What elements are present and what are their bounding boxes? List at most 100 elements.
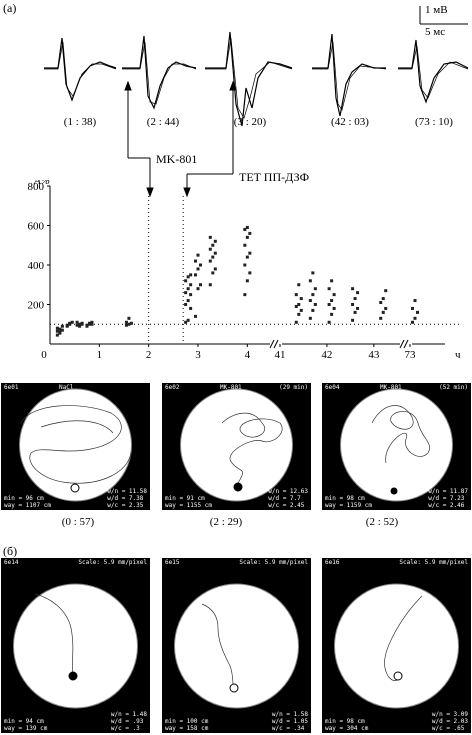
data-point [55, 326, 59, 330]
data-point [213, 239, 217, 243]
arena-circle [340, 388, 453, 502]
track-stats-left: min = 94 cm way = 139 cm [4, 718, 48, 732]
data-point [381, 310, 385, 314]
data-point [311, 271, 315, 275]
data-point [186, 318, 190, 322]
data-point [189, 306, 193, 310]
track-stats-right: w/n = 12.63 w/d = 7.7 w/c = 2.45 [268, 488, 308, 509]
data-point [196, 287, 200, 291]
data-point [381, 297, 385, 301]
track-stats-left: min = 91 cm way = 1155 cm [165, 495, 212, 509]
data-point [330, 312, 334, 316]
data-point [189, 273, 193, 277]
data-point [85, 323, 89, 327]
data-point [90, 322, 94, 326]
data-point [308, 299, 312, 303]
data-point [65, 323, 69, 327]
movement-path [34, 593, 74, 677]
data-point [90, 320, 94, 324]
data-point [379, 316, 383, 320]
track-time: Scale: 5.9 mm/pixel [239, 559, 308, 566]
data-point [78, 324, 82, 328]
track-time: Scale: 5.9 mm/pixel [399, 559, 468, 566]
data-point [248, 251, 252, 255]
track-caption-2: (2 : 29) [209, 516, 243, 528]
track-stats-right: w/n = 1.58 w/d = 1.05 w/c = .34 [271, 711, 308, 732]
data-point [299, 297, 303, 301]
track-caption-1: (0 : 57) [61, 516, 95, 528]
end-point-marker [233, 482, 243, 492]
data-point [78, 322, 82, 326]
arena-circle [19, 388, 132, 502]
wave-label-4: (42 : 03) [331, 116, 369, 128]
data-point [213, 251, 217, 255]
annotation-arrows [124, 80, 237, 198]
track-id: 6e01 [4, 384, 19, 391]
data-point [351, 318, 355, 322]
data-point [311, 308, 315, 312]
data-point [243, 263, 247, 267]
data-point [313, 303, 317, 306]
data-point [58, 327, 62, 331]
data-point [196, 253, 200, 257]
data-point [330, 299, 334, 303]
scale-voltage-label: 1 мВ [425, 4, 448, 16]
data-point [208, 259, 212, 263]
data-point [245, 255, 249, 259]
waveform-traces [44, 31, 469, 127]
data-point [127, 316, 131, 320]
data-point [416, 310, 419, 314]
data-point [60, 324, 64, 328]
panel-letter-a: (a) [3, 1, 17, 15]
data-point [55, 333, 59, 337]
end-point-marker [68, 671, 78, 681]
movement-path [201, 603, 235, 689]
data-point [353, 310, 357, 314]
row1-track-3: 6e04 MK-801 (52 min) min = 98 cm way = 1159 … [322, 383, 471, 510]
data-point [199, 263, 202, 267]
data-point [248, 231, 252, 235]
axis-break [399, 339, 405, 349]
scatter-chart: 800 600 400 200 A% 0 1 2 3 4 41 42 43 73 ч [28, 180, 462, 360]
data-point [184, 303, 188, 306]
track-condition: MK-801 [380, 384, 402, 391]
track-stats-left: min = 100 cm way = 158 cm [165, 718, 209, 732]
data-point [70, 320, 74, 324]
track-stats-right: w/n = 11.58 w/d = 7.38 w/c = 2.35 [107, 488, 147, 509]
data-point [127, 322, 131, 326]
data-point [211, 243, 215, 247]
end-point-marker [393, 671, 403, 681]
arena-circle [180, 388, 293, 502]
axis-break [403, 339, 409, 349]
data-point [356, 306, 360, 310]
row2-track-3: 6e16 Scale: 5.9 mm/pixel min = 98 cm way = … [322, 558, 471, 733]
data-point [411, 320, 414, 324]
track-stats-left: min = 96 cm way = 1107 cm [4, 495, 51, 509]
data-point [411, 306, 414, 310]
row1-track-1: 6e01 NaCl min = 96 cm way = 1107 cm w/n = 11… [1, 383, 150, 510]
data-point [327, 320, 331, 324]
end-point-marker [70, 483, 80, 493]
data-point [356, 291, 360, 295]
data-point [68, 321, 72, 325]
data-point [308, 279, 312, 283]
data-point [413, 299, 417, 303]
y-tick-label: 400 [28, 260, 45, 272]
track-caption-3: (2 : 52) [365, 516, 399, 528]
axis-break [269, 339, 275, 349]
data-point [384, 289, 388, 293]
track-stats-left: min = 98 cm way = 304 cm [325, 718, 369, 732]
row1-track-2: 6e02 MK-801 (29 min) min = 91 cm way = 1155 … [162, 383, 311, 510]
data-point [213, 267, 217, 271]
y-tick-label: 800 [28, 181, 45, 193]
data-point [332, 293, 336, 297]
end-point-marker [229, 683, 239, 693]
movement-path [20, 405, 132, 484]
arena-circle [174, 583, 299, 709]
data-point [186, 299, 190, 303]
data-point [75, 320, 79, 324]
wave-label-2: (2 : 44) [146, 116, 180, 128]
x-tick-label: 2 [146, 349, 152, 360]
data-point [384, 306, 388, 310]
data-point [294, 320, 298, 324]
